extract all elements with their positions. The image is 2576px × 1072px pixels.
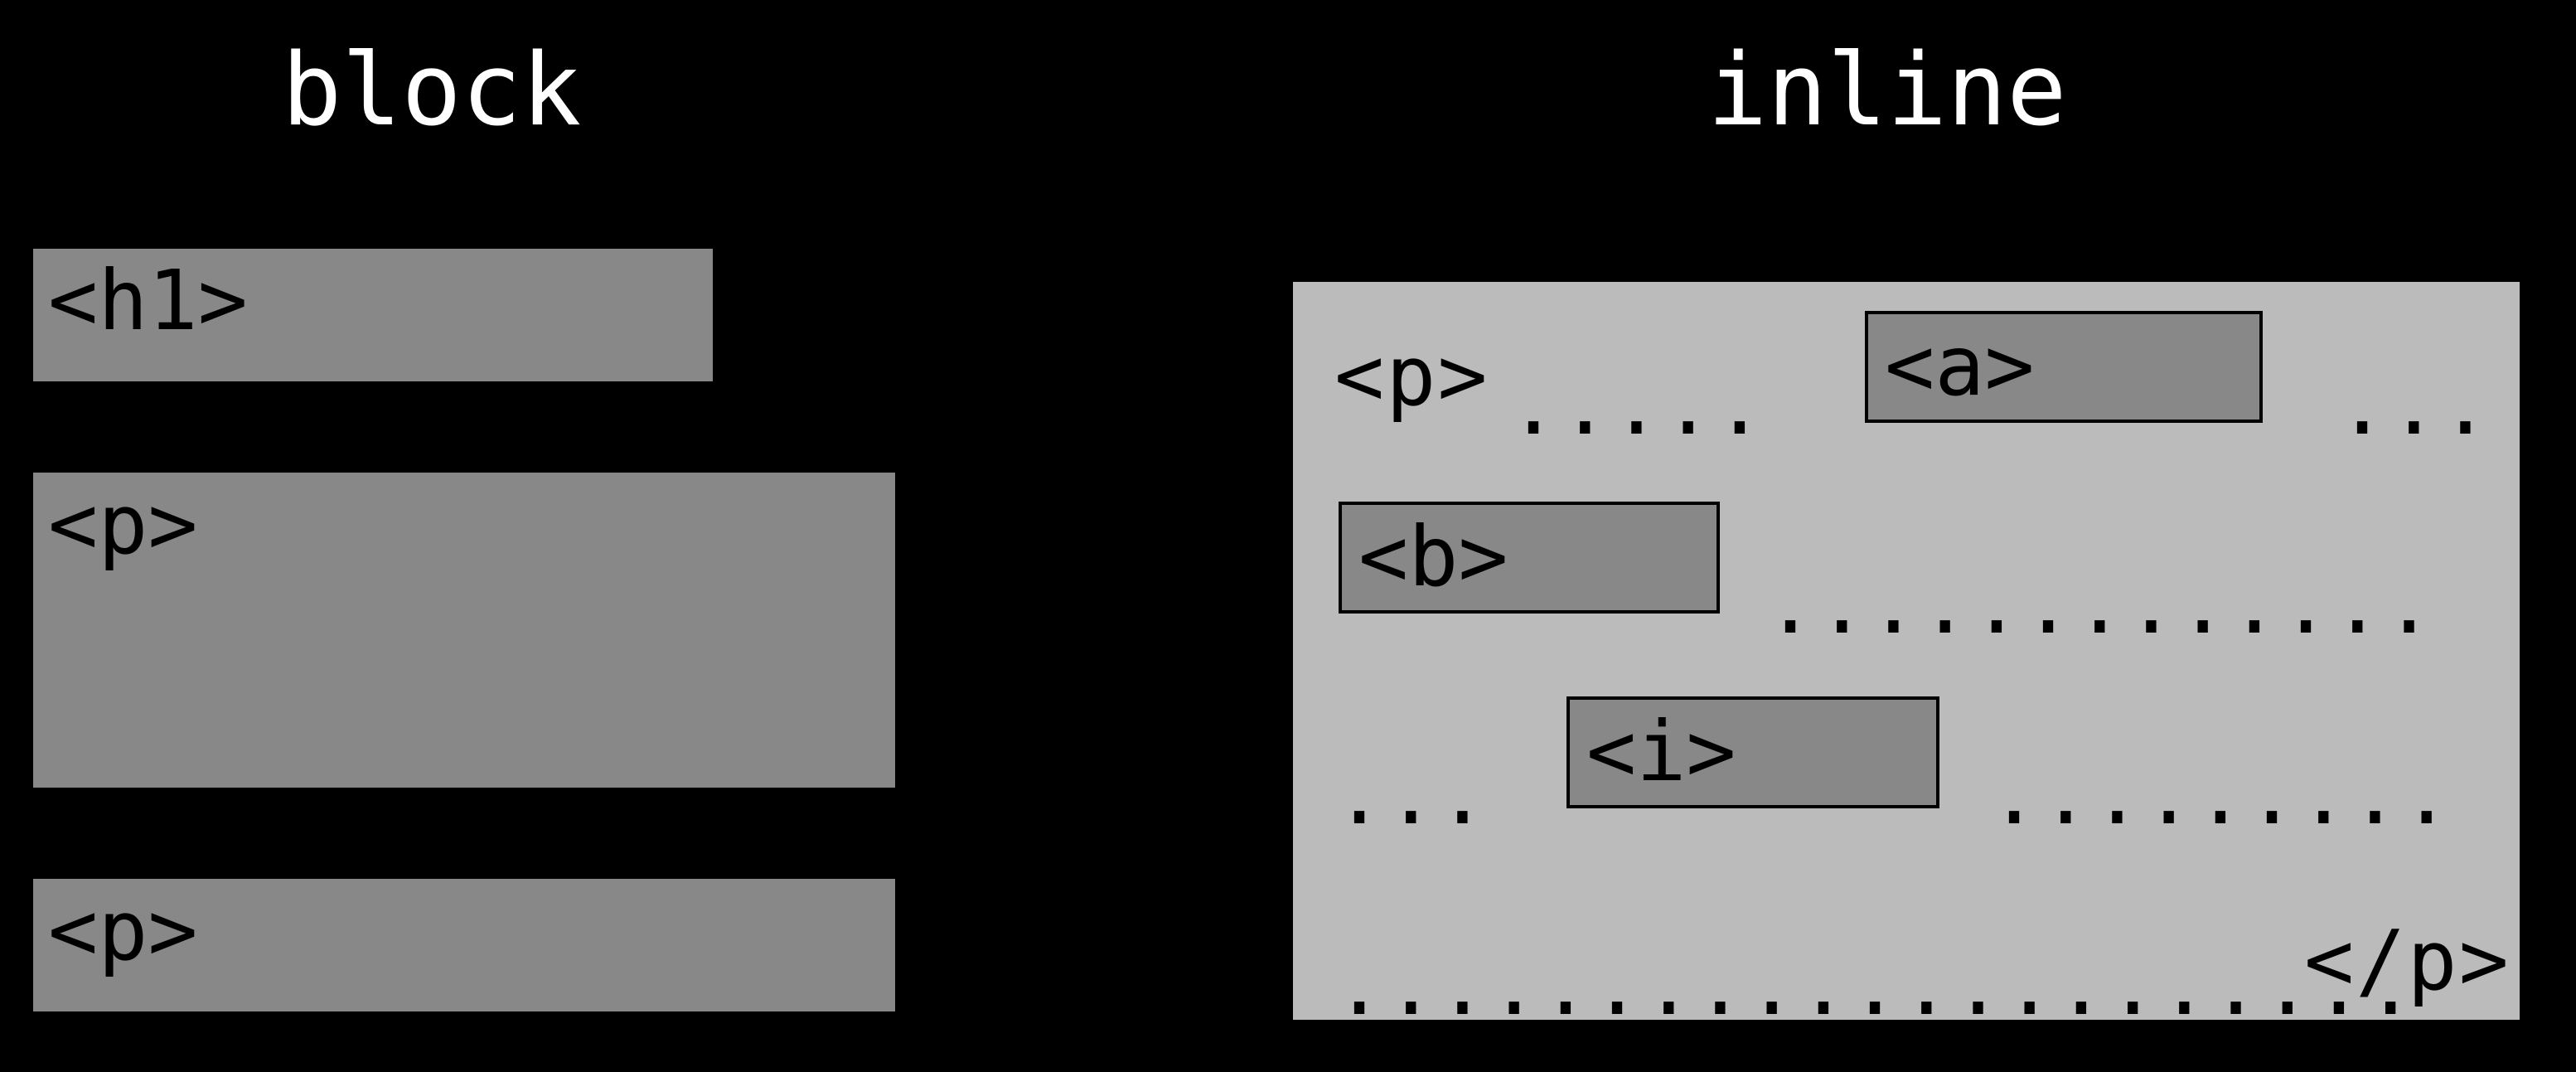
title-inline: inline <box>1707 33 2066 148</box>
inline-dots-3: ... <box>1334 746 1489 843</box>
inline-close-tag: </p> <box>2304 912 2511 1009</box>
block-p-2: <p> <box>33 879 895 1011</box>
inline-dots-2: ............. <box>1765 555 2436 652</box>
diagram-canvas: block inline <h1> <p> <p> <p> ..... ... … <box>0 0 2576 1072</box>
inline-i: <i> <box>1566 696 1939 808</box>
inline-dots-1: ... <box>2337 357 2492 454</box>
block-p-1: <p> <box>33 473 895 788</box>
inline-dots-0: ..... <box>1508 357 1766 454</box>
inline-a: <a> <box>1865 311 2263 423</box>
inline-b: <b> <box>1339 502 1720 614</box>
inline-dots-4: ......... <box>1989 746 2453 843</box>
inline-open-tag: <p> <box>1334 327 1489 424</box>
block-h1: <h1> <box>33 249 713 381</box>
title-block: block <box>282 33 581 148</box>
inline-dots-5: ..................... <box>1334 937 2417 1034</box>
